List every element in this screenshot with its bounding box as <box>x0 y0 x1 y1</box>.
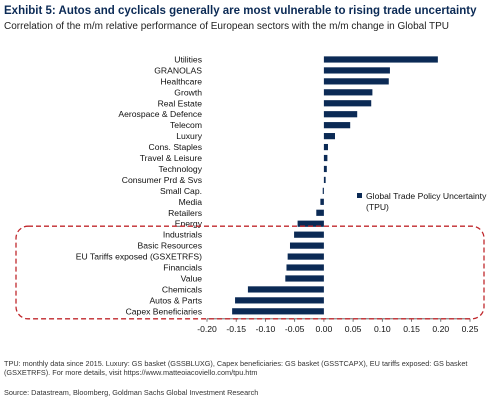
x-tick-label: 0.20 <box>432 324 449 334</box>
category-label: Media <box>179 197 203 207</box>
x-tick-label: -0.05 <box>285 324 305 334</box>
category-label: Cons. Staples <box>148 142 202 152</box>
category-label: Growth <box>174 87 202 97</box>
bar-cons-staples <box>323 143 328 151</box>
bar-retailers <box>316 209 324 216</box>
legend-label: Global Trade Policy Uncertainty (TPU) <box>366 191 487 212</box>
category-label: Financials <box>163 263 202 273</box>
bar-telecom <box>323 122 351 129</box>
bar-luxury <box>323 133 335 140</box>
x-tick-label: -0.20 <box>197 324 217 334</box>
x-tick-label: 0.05 <box>345 324 362 334</box>
bar-travel-leisure <box>323 154 328 162</box>
bar-chemicals <box>247 286 324 293</box>
bar-basic-resources <box>289 242 324 249</box>
bar-media <box>320 198 324 205</box>
category-label: Telecom <box>170 120 202 130</box>
footnote: TPU: monthly data since 2015. Luxury: GS… <box>4 359 468 377</box>
category-label: Industrials <box>163 230 202 240</box>
category-label: Autos & Parts <box>149 295 202 305</box>
bar-eu-tariffs-exposed-gsxetrfs- <box>287 253 324 260</box>
x-tick-label: 0.00 <box>316 324 333 334</box>
chart-title: Exhibit 5: Autos and cyclicals generally… <box>4 5 477 17</box>
x-tick-label: -0.10 <box>256 324 276 334</box>
bar-energy <box>297 220 324 227</box>
x-tick-label: 0.15 <box>403 324 420 334</box>
category-label: Healthcare <box>160 76 202 86</box>
category-label: Small Cap. <box>160 186 202 196</box>
bar-granolas <box>323 67 390 74</box>
category-label: Basic Resources <box>138 241 202 251</box>
category-label: Technology <box>159 164 203 174</box>
bar-small-cap- <box>322 187 324 194</box>
x-tick-label: 0.10 <box>374 324 391 334</box>
source-note: Source: Datastream, Bloomberg, Goldman S… <box>4 388 259 397</box>
highlight-box <box>15 225 485 320</box>
category-label: GRANOLAS <box>154 65 202 75</box>
category-label: Utilities <box>174 54 202 64</box>
category-label: Capex Beneficiaries <box>126 306 202 316</box>
bar-healthcare <box>323 78 389 85</box>
category-label: Luxury <box>176 131 202 141</box>
category-label: Aerospace & Defence <box>118 109 202 119</box>
category-label: EU Tariffs exposed (GSXETRFS) <box>76 252 202 262</box>
bar-value <box>285 275 324 282</box>
bar-growth <box>323 89 373 96</box>
chart-subtitle: Correlation of the m/m relative performa… <box>4 21 450 32</box>
category-label: Value <box>181 273 203 283</box>
bar-autos-parts <box>235 297 324 304</box>
bar-financials <box>286 264 324 271</box>
legend-swatch <box>357 193 362 198</box>
category-label: Retailers <box>168 208 202 218</box>
category-label: Consumer Prd & Svs <box>122 175 202 185</box>
bar-aerospace-defence <box>323 111 358 118</box>
bar-industrials <box>294 231 324 238</box>
bar-real-estate <box>323 100 372 107</box>
bar-consumer-prd-svs <box>323 176 326 184</box>
x-tick-label: -0.15 <box>226 324 246 334</box>
bar-utilities <box>323 56 438 63</box>
x-tick-label: 0.25 <box>462 324 479 334</box>
category-label: Real Estate <box>158 98 203 108</box>
category-label: Chemicals <box>162 284 202 294</box>
category-label: Travel & Leisure <box>140 153 202 163</box>
bar-capex-beneficiaries <box>232 308 324 315</box>
category-label: Energy <box>175 219 203 229</box>
bar-technology <box>323 165 327 173</box>
